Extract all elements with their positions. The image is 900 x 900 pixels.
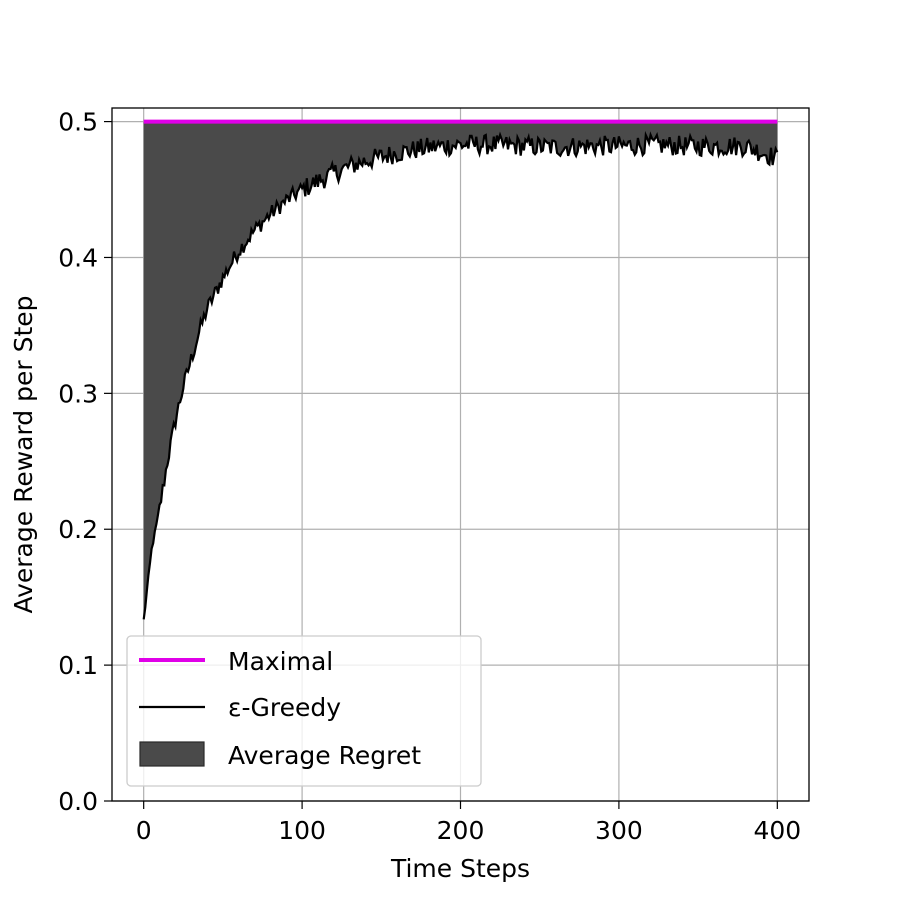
x-tick-label: 400: [753, 816, 801, 845]
y-tick-label: 0.2: [58, 515, 98, 544]
x-axis-label: Time Steps: [390, 854, 530, 883]
x-tick-label: 300: [595, 816, 643, 845]
legend-swatch-average-regret: [139, 741, 205, 767]
y-tick-label: 0.5: [58, 108, 98, 137]
y-tick-label: 0.0: [58, 787, 98, 816]
average-regret-area: [143, 121, 778, 620]
legend-box: [126, 635, 482, 787]
x-tick-label: 0: [136, 816, 152, 845]
x-tick-label: 100: [278, 816, 326, 845]
epsilon-greedy-line: [142, 130, 779, 620]
y-tick-label: 0.3: [58, 379, 98, 408]
y-tick-label: 0.1: [58, 651, 98, 680]
legend-label-epsilon-greedy: ε-Greedy: [228, 693, 341, 722]
y-axis-label: Average Reward per Step: [9, 295, 38, 613]
legend-label-maximal: Maximal: [228, 647, 333, 676]
x-tick-label: 200: [437, 816, 485, 845]
y-tick-label: 0.4: [58, 243, 98, 272]
axis-ticks: 0 100 200 300 400 0.0 0.1 0.2 0.3 0.4 0.5: [58, 108, 801, 845]
legend: Maximal ε-Greedy Average Regret: [126, 635, 482, 787]
legend-label-average-regret: Average Regret: [228, 741, 421, 770]
